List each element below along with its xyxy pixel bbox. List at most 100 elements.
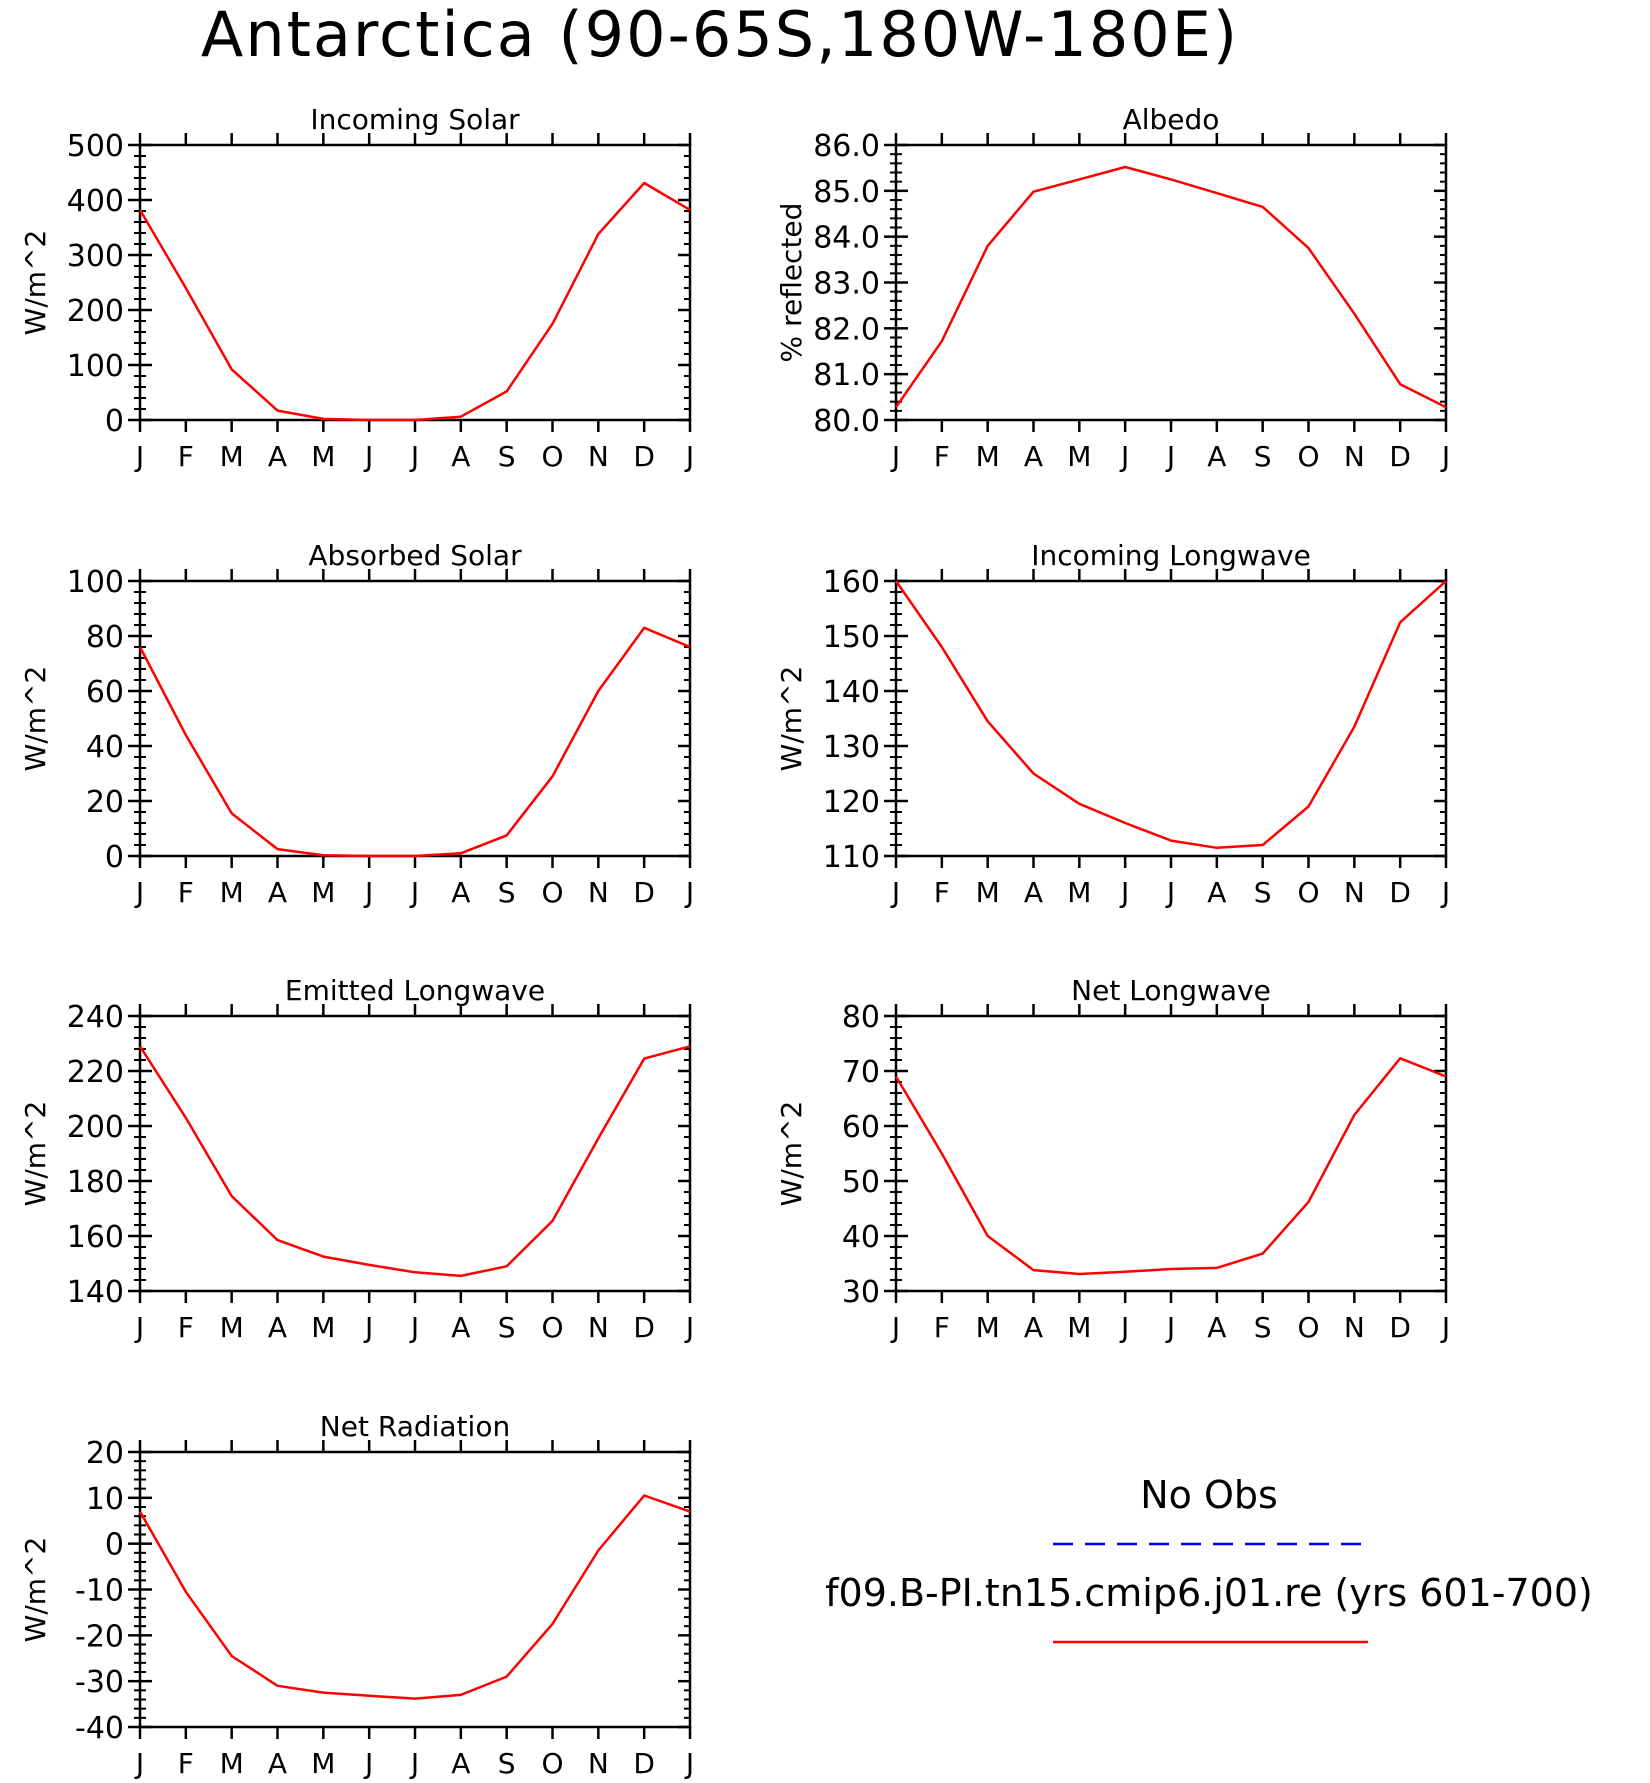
x-tick-label: O <box>1297 440 1319 473</box>
x-tick-label: J <box>363 1311 373 1344</box>
x-tick-label: M <box>311 440 335 473</box>
y-tick-label: 200 <box>67 294 124 329</box>
y-tick-label: 86.0 <box>813 129 880 164</box>
x-tick-label: J <box>134 1747 144 1780</box>
x-tick-label: F <box>934 440 950 473</box>
x-tick-label: J <box>363 440 373 473</box>
x-tick-label: D <box>633 1311 655 1344</box>
y-tick-label: 140 <box>823 675 880 710</box>
x-tick-label: J <box>684 876 694 909</box>
chart-title: Net Longwave <box>1071 974 1271 1007</box>
y-tick-label: 50 <box>842 1165 880 1200</box>
x-tick-label: J <box>409 1311 419 1344</box>
y-tick-label: 180 <box>67 1165 124 1200</box>
x-tick-label: J <box>1165 1311 1175 1344</box>
x-tick-label: A <box>1207 876 1226 909</box>
x-tick-label: F <box>178 440 194 473</box>
x-tick-label: M <box>220 1311 244 1344</box>
y-tick-label: 300 <box>67 239 124 274</box>
y-tick-label: 20 <box>86 1436 124 1471</box>
x-tick-label: A <box>451 440 470 473</box>
y-tick-label: -10 <box>75 1574 124 1609</box>
x-tick-label: M <box>220 1747 244 1780</box>
y-tick-label: 160 <box>823 565 880 600</box>
legend-obs-label: No Obs <box>1140 1473 1278 1517</box>
y-tick-label: 85.0 <box>813 175 880 210</box>
x-tick-label: J <box>684 440 694 473</box>
x-tick-label: A <box>268 1311 287 1344</box>
x-tick-label: J <box>890 440 900 473</box>
x-tick-label: N <box>1344 876 1365 909</box>
x-tick-label: M <box>311 1747 335 1780</box>
x-tick-label: M <box>311 876 335 909</box>
x-tick-label: N <box>588 440 609 473</box>
legend: No Obs f09.B-PI.tn15.cmip6.j01.re (yrs 6… <box>825 1473 1593 1644</box>
x-tick-label: F <box>178 1747 194 1780</box>
y-axis-label: W/m^2 <box>775 666 808 772</box>
series-line <box>894 1057 1447 1276</box>
chart-panel: Emitted Longwave W/m^2 140 160 180 200 220 240 J… <box>19 974 694 1344</box>
series-line <box>138 1494 691 1700</box>
y-axis-label: W/m^2 <box>19 230 52 336</box>
x-tick-label: N <box>1344 440 1365 473</box>
x-tick-label: O <box>1297 1311 1319 1344</box>
chart-panel: Incoming Longwave W/m^2 110 120 130 140 150 160… <box>775 539 1450 909</box>
y-tick-label: 240 <box>67 1000 124 1035</box>
x-tick-label: M <box>976 440 1000 473</box>
x-tick-label: O <box>541 1311 563 1344</box>
x-tick-label: A <box>1024 440 1043 473</box>
y-tick-label: 84.0 <box>813 221 880 256</box>
x-tick-label: J <box>1440 440 1450 473</box>
y-tick-label: 400 <box>67 184 124 219</box>
x-tick-label: J <box>409 1747 419 1780</box>
x-tick-label: D <box>633 876 655 909</box>
x-tick-label: O <box>541 876 563 909</box>
y-tick-label: 80 <box>86 620 124 655</box>
y-tick-label: 220 <box>67 1055 124 1090</box>
plot-frame <box>894 143 1448 422</box>
x-tick-label: A <box>268 876 287 909</box>
x-tick-label: O <box>1297 876 1319 909</box>
x-tick-label: D <box>1389 1311 1411 1344</box>
y-tick-label: 500 <box>67 129 124 164</box>
x-tick-label: S <box>1254 440 1272 473</box>
y-tick-label: -20 <box>75 1619 124 1654</box>
x-tick-label: S <box>498 1311 516 1344</box>
x-tick-label: J <box>890 1311 900 1344</box>
x-tick-label: N <box>588 1747 609 1780</box>
x-tick-label: A <box>451 1311 470 1344</box>
y-tick-label: 120 <box>823 785 880 820</box>
x-tick-label: F <box>934 876 950 909</box>
x-tick-label: O <box>541 440 563 473</box>
y-tick-label: 150 <box>823 620 880 655</box>
plot-frame <box>138 1014 692 1293</box>
x-tick-label: J <box>1119 1311 1129 1344</box>
x-tick-label: S <box>498 440 516 473</box>
plot-frame <box>894 579 1448 858</box>
y-tick-label: 30 <box>842 1275 880 1310</box>
x-tick-label: J <box>363 876 373 909</box>
y-tick-label: 0 <box>105 1528 124 1563</box>
x-tick-label: S <box>1254 1311 1272 1344</box>
y-tick-label: 20 <box>86 785 124 820</box>
x-tick-label: J <box>890 876 900 909</box>
x-tick-label: J <box>1440 876 1450 909</box>
y-tick-label: 83.0 <box>813 267 880 302</box>
y-tick-label: 100 <box>67 349 124 384</box>
x-tick-label: S <box>1254 876 1272 909</box>
series-line <box>138 1045 691 1278</box>
chart-title: Net Radiation <box>320 1410 510 1443</box>
x-tick-label: J <box>1440 1311 1450 1344</box>
series-line <box>138 626 691 858</box>
chart-title: Albedo <box>1123 103 1220 136</box>
x-tick-label: A <box>268 440 287 473</box>
series-line <box>138 181 691 422</box>
y-tick-label: 82.0 <box>813 312 880 347</box>
y-tick-label: -40 <box>75 1711 124 1746</box>
y-axis-label: W/m^2 <box>19 666 52 772</box>
y-tick-label: 40 <box>842 1220 880 1255</box>
y-tick-label: 60 <box>86 675 124 710</box>
x-tick-label: M <box>220 440 244 473</box>
